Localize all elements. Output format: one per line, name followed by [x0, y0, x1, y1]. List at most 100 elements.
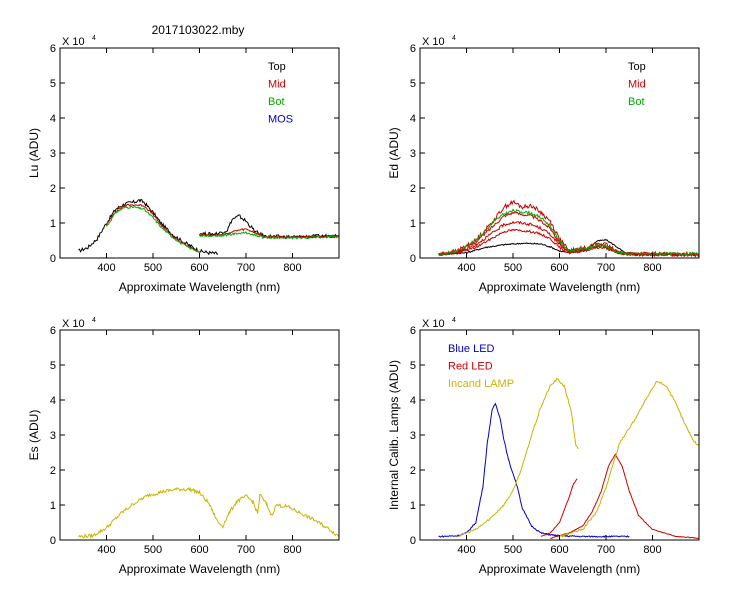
x-tick-label: 600 — [550, 544, 568, 556]
legend-entry-mid: Mid — [628, 79, 646, 91]
legend-entry-bot: Bot — [628, 96, 645, 108]
x-tick-label: 700 — [237, 544, 255, 556]
axis-multiplier-exponent: 4 — [452, 317, 456, 324]
panel-lamps: 400 500 600 700 800 0 1 2 3 4 5 6 X 10 4 Approximate W… — [387, 317, 700, 576]
y-tick-label: 3 — [410, 430, 416, 442]
y-axis-label: Lu (ADU) — [27, 128, 41, 178]
y-axis-label: Ed (ADU) — [387, 127, 401, 178]
y-tick-label: 0 — [50, 253, 56, 265]
axis-multiplier: X 10 — [62, 318, 85, 330]
legend-entry-mos: MOS — [268, 114, 293, 126]
y-tick-label: 4 — [50, 395, 56, 407]
x-tick-label: 700 — [597, 544, 615, 556]
series-bot-line — [438, 208, 700, 257]
x-tick-label: 400 — [457, 262, 475, 274]
legend-entry-bot: Bot — [268, 96, 285, 108]
y-axis-label: Es (ADU) — [27, 410, 41, 461]
x-tick-label: 700 — [597, 262, 615, 274]
x-axis-label: Approximate Wavelength (nm) — [119, 280, 281, 294]
series-blue-led-line — [438, 402, 630, 538]
x-tick-label: 800 — [283, 262, 301, 274]
x-tick-label: 400 — [97, 544, 115, 556]
series-mid-line — [438, 228, 700, 257]
y-tick-label: 3 — [410, 148, 416, 160]
x-tick-label: 800 — [643, 262, 661, 274]
y-tick-label: 4 — [410, 113, 416, 125]
x-tick-label: 500 — [504, 544, 522, 556]
series-mid-line — [438, 199, 700, 258]
series-mid-line — [199, 228, 340, 239]
y-tick-label: 2 — [50, 465, 56, 477]
axis-multiplier: X 10 — [422, 36, 445, 48]
y-tick-label: 1 — [410, 500, 416, 512]
legend-entry-incand-lamp: Incand LAMP — [448, 378, 514, 390]
panel-es: 400 500 600 700 800 0 1 2 3 4 5 6 X 10 4 Approximate W… — [27, 317, 340, 576]
x-tick-label: 400 — [97, 262, 115, 274]
figure-title: 2017103022.mby — [152, 23, 245, 37]
y-tick-label: 2 — [410, 465, 416, 477]
y-tick-label: 6 — [410, 325, 416, 337]
legend: Top Mid Bot — [628, 61, 646, 108]
x-tick-label: 600 — [190, 262, 208, 274]
axis-multiplier-exponent: 4 — [92, 317, 96, 324]
y-tick-label: 5 — [410, 78, 416, 90]
y-tick-label: 4 — [410, 395, 416, 407]
x-axis-label: Approximate Wavelength (nm) — [479, 562, 641, 576]
x-axis-label: Approximate Wavelength (nm) — [119, 562, 281, 576]
legend-entry-blue-led: Blue LED — [448, 343, 495, 355]
legend-entry-mid: Mid — [268, 79, 286, 91]
x-tick-label: 400 — [457, 544, 475, 556]
series-bot-line — [106, 205, 200, 253]
legend: Blue LED Red LED Incand LAMP — [448, 343, 514, 390]
y-tick-label: 1 — [410, 218, 416, 230]
legend-entry-top: Top — [268, 61, 286, 73]
x-tick-label: 700 — [237, 262, 255, 274]
x-tick-label: 800 — [643, 544, 661, 556]
series-top-line — [78, 198, 219, 256]
x-tick-label: 600 — [550, 262, 568, 274]
y-tick-label: 5 — [50, 360, 56, 372]
series-red-led-line — [549, 453, 700, 539]
plot-frame — [59, 47, 340, 259]
series-incand-lamp-line — [456, 377, 579, 538]
series-bot-line — [199, 231, 340, 240]
x-tick-label: 500 — [144, 544, 162, 556]
y-tick-label: 1 — [50, 500, 56, 512]
y-tick-label: 3 — [50, 148, 56, 160]
y-tick-label: 4 — [50, 113, 56, 125]
plot-frame — [419, 47, 700, 259]
y-tick-label: 5 — [410, 360, 416, 372]
y-tick-label: 0 — [410, 535, 416, 547]
panel-lu: 400 500 600 700 800 0 1 2 3 4 5 6 X 10 4 Approximate W… — [27, 35, 340, 294]
y-tick-label: 3 — [50, 430, 56, 442]
axis-multiplier: X 10 — [422, 318, 445, 330]
plot-frame — [59, 329, 340, 541]
y-tick-label: 6 — [50, 325, 56, 337]
axis-multiplier-exponent: 4 — [92, 35, 96, 42]
x-tick-label: 500 — [144, 262, 162, 274]
y-tick-label: 5 — [50, 78, 56, 90]
y-tick-label: 0 — [410, 253, 416, 265]
y-axis-label: Internal Calib. Lamps (ADU) — [387, 360, 401, 510]
legend: Top Mid Bot MOS — [268, 61, 293, 126]
series-incand-lamp-line — [559, 380, 700, 538]
y-tick-label: 6 — [410, 43, 416, 55]
y-tick-label: 2 — [50, 183, 56, 195]
panel-ed: 400 500 600 700 800 0 1 2 3 4 5 6 X 10 4 Approximate W… — [387, 35, 700, 294]
series-red-led-line — [540, 478, 578, 537]
x-tick-label: 800 — [283, 544, 301, 556]
x-tick-label: 500 — [504, 262, 522, 274]
legend-entry-red-led: Red LED — [448, 361, 493, 373]
series-es-line — [78, 486, 340, 540]
y-tick-label: 2 — [410, 183, 416, 195]
y-tick-label: 6 — [50, 43, 56, 55]
axis-multiplier-exponent: 4 — [452, 35, 456, 42]
y-tick-label: 0 — [50, 535, 56, 547]
legend-entry-top: Top — [628, 61, 646, 73]
axis-multiplier: X 10 — [62, 36, 85, 48]
x-axis-label: Approximate Wavelength (nm) — [479, 280, 641, 294]
y-tick-label: 1 — [50, 218, 56, 230]
x-tick-label: 600 — [190, 544, 208, 556]
